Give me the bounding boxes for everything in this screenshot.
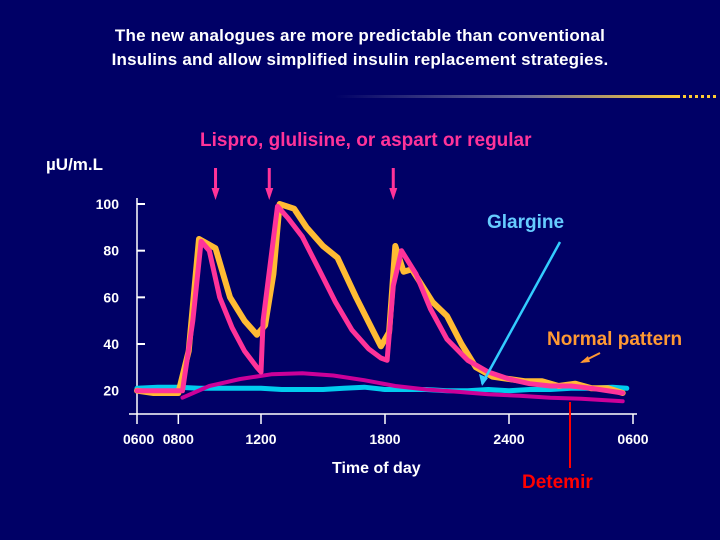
x-tick-label: 0600 [123,431,154,447]
meal-arrow-head [265,188,274,200]
y-tick-label: 60 [103,289,119,305]
chart-subtitle: Lispro, glulisine, or aspart or regular [200,130,532,151]
normal-pattern-pointer-head [580,356,590,363]
x-tick-label: 2400 [493,431,524,447]
slide-title-line-1: The new analogues are more predictable t… [114,26,606,45]
y-tick-label: 40 [103,336,119,352]
x-tick-label: 1800 [369,431,400,447]
x-tick-label: 0800 [163,431,194,447]
title-underline [335,95,680,98]
normal-pattern-label: Normal pattern [547,329,683,350]
series-line-glargine [134,384,630,394]
chart-axes: 100 80 60 40 20 0600 0800 1200 1800 2400 0600 [96,196,649,447]
title-underline-dots [683,95,716,98]
y-tick-label: 20 [103,383,119,399]
series-line-detemir [180,371,625,404]
x-tick-label: 1200 [245,431,276,447]
y-axis-label: µU/m.L [46,155,104,174]
glargine-pointer-head [479,374,488,386]
glargine-pointer [480,241,562,385]
meal-arrow-head [389,188,398,200]
glargine-label: Glargine [487,212,565,233]
slide-title-line-2: Insulins and allow simplified insulin re… [111,50,609,69]
meal-arrow-head [211,188,220,200]
x-axis-label: Time of day [332,460,421,477]
series-lines [134,201,630,404]
y-tick-label: 100 [96,196,120,212]
y-tick-label: 80 [103,243,119,259]
meal-arrows [211,168,398,200]
annotation-pointers [479,241,601,468]
detemir-label: Detemir [522,472,593,493]
x-tick-label: 0600 [617,431,648,447]
series-line-lispro-glulisine-or-aspart-or-regular [134,203,626,396]
